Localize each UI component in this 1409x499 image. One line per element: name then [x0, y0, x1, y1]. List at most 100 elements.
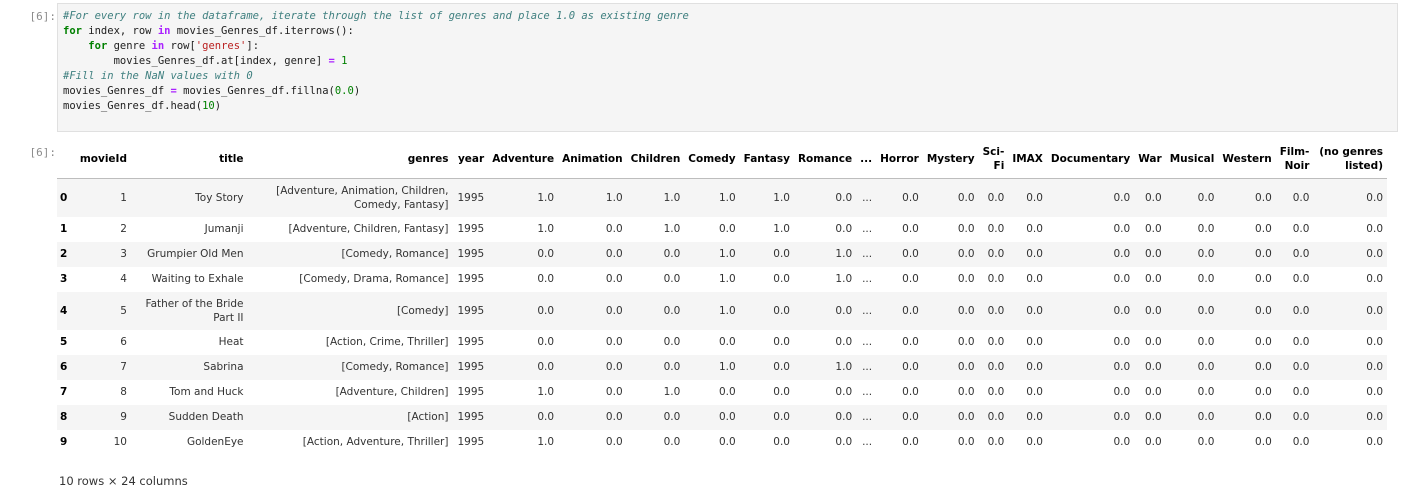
- table-cell: 0.0: [1144, 411, 1162, 423]
- table-cell: 0.0: [1144, 361, 1162, 373]
- table-cell: 0.0: [1292, 248, 1310, 260]
- table-cell: 1.0: [537, 191, 555, 204]
- table-cell: 0.0: [663, 361, 681, 373]
- row-index: 4: [60, 304, 68, 317]
- row-index: 9: [60, 436, 68, 448]
- code-line: #Fill in the NaN values with 0: [63, 70, 253, 82]
- table-cell: 0.0: [1144, 273, 1162, 285]
- table-cell: 0.0: [718, 436, 736, 448]
- table-cell: [Comedy]: [396, 304, 449, 317]
- table-cell: 0.0: [773, 336, 790, 348]
- table-cell: 0.0: [773, 386, 790, 398]
- table-cell: ...: [862, 386, 873, 398]
- table-cell: [Action, Crime, Thriller]: [325, 336, 449, 348]
- table-cell: 0.0: [605, 386, 623, 398]
- table-cell: 0.0: [1292, 304, 1310, 317]
- table-cell: 1.0: [773, 191, 790, 204]
- table-cell: 0.0: [605, 436, 623, 448]
- table-cell: 0.0: [1255, 223, 1272, 235]
- table-cell: 0.0: [1113, 191, 1131, 204]
- table-cell: 0.0: [1197, 411, 1215, 423]
- table-cell: 0.0: [663, 436, 681, 448]
- table-cell: 0.0: [957, 386, 975, 398]
- table-cell: 1995: [457, 336, 485, 348]
- table-cell: [Adventure, Children, Fantasy]: [288, 223, 449, 235]
- table-cell: 0.0: [835, 191, 853, 204]
- dataframe-output: movieId title genres year Adventure Animation…: [57, 140, 1387, 455]
- row-index: 5: [60, 336, 68, 348]
- table-cell: 0.0: [1255, 386, 1272, 398]
- table-cell: 0.0: [1197, 273, 1215, 285]
- table-cell: 0.0: [902, 411, 919, 423]
- column-header: Horror: [876, 140, 923, 179]
- table-cell: Sudden Death: [168, 411, 244, 423]
- column-header: Western: [1218, 140, 1276, 179]
- table-cell: 1.0: [605, 191, 623, 204]
- table-cell: 0.0: [957, 361, 975, 373]
- table-row: 7 8 Tom and Huck [Adventure, Children] 1995 1…: [57, 379, 1387, 405]
- table-cell: 0.0: [1255, 336, 1272, 348]
- table-cell: 0.0: [1026, 191, 1043, 204]
- table-cell: 0.0: [835, 411, 853, 423]
- table-cell: 5: [120, 304, 127, 317]
- dataframe-summary: 10 rows × 24 columns: [59, 474, 188, 488]
- table-row: 4 5 Father of the Bride Part II [Comedy] 199…: [57, 291, 1387, 330]
- table-cell: 0.0: [987, 411, 1005, 423]
- code-line: movies_Genres_df.head(10): [63, 100, 222, 112]
- code-line: for index, row in movies_Genres_df.iterr…: [63, 25, 354, 37]
- table-cell: 0.0: [537, 361, 555, 373]
- table-cell: 0.0: [1366, 411, 1383, 423]
- table-cell: 0.0: [1144, 304, 1162, 317]
- table-cell: 0.0: [1366, 304, 1383, 317]
- table-cell: 1995: [457, 411, 485, 423]
- row-index: 6: [60, 361, 68, 373]
- table-cell: Tom and Huck: [169, 386, 244, 398]
- row-index: 2: [60, 248, 68, 260]
- table-cell: 1.0: [773, 223, 790, 235]
- table-cell: ...: [862, 336, 873, 348]
- column-header: Romance: [793, 140, 857, 179]
- table-cell: 1.0: [718, 361, 736, 373]
- table-cell: 0.0: [605, 273, 623, 285]
- table-cell: 0.0: [902, 273, 919, 285]
- column-header: Mystery: [922, 140, 979, 179]
- table-cell: 2: [120, 223, 127, 235]
- table-cell: 1.0: [537, 436, 555, 448]
- table-cell: [Adventure, Animation, Children, Comedy,…: [276, 184, 449, 211]
- table-cell: ...: [862, 361, 873, 373]
- table-row: 6 7 Sabrina [Comedy, Romance] 1995 0.0 0.0 0.0 1…: [57, 354, 1387, 380]
- table-cell: 0.0: [1026, 336, 1043, 348]
- output-prompt: [6]:: [29, 146, 57, 159]
- column-header: title: [130, 140, 248, 179]
- row-index: 3: [60, 273, 68, 285]
- table-cell: 0.0: [1255, 273, 1272, 285]
- table-cell: 0.0: [1255, 436, 1272, 448]
- table-cell: ...: [862, 411, 873, 423]
- table-cell: 0.0: [987, 304, 1005, 317]
- table-cell: 0.0: [1026, 411, 1043, 423]
- table-cell: 0.0: [605, 336, 623, 348]
- column-header: Documentary: [1046, 140, 1135, 179]
- table-cell: 0.0: [663, 336, 681, 348]
- table-cell: 0.0: [1255, 191, 1272, 204]
- code-editor[interactable]: #For every row in the dataframe, iterate…: [57, 3, 1398, 132]
- table-cell: Toy Story: [195, 191, 244, 204]
- table-cell: 0.0: [773, 411, 790, 423]
- table-cell: 0.0: [1197, 191, 1215, 204]
- table-cell: 0.0: [1366, 336, 1383, 348]
- table-cell: 0.0: [537, 273, 555, 285]
- table-cell: 0.0: [1026, 248, 1043, 260]
- table-cell: 0.0: [987, 191, 1005, 204]
- table-row: 1 2 Jumanji [Adventure, Children, Fantasy] 1…: [57, 216, 1387, 242]
- table-cell: 0.0: [1144, 336, 1162, 348]
- table-cell: 0.0: [835, 336, 853, 348]
- table-cell: 0.0: [987, 273, 1005, 285]
- table-cell: 0.0: [1292, 223, 1310, 235]
- table-cell: 0.0: [1144, 248, 1162, 260]
- table-cell: 8: [120, 386, 127, 398]
- table-cell: 0.0: [957, 336, 975, 348]
- table-cell: 1.0: [718, 273, 736, 285]
- table-cell: 0.0: [663, 411, 681, 423]
- row-index: 8: [60, 411, 68, 423]
- table-cell: 0.0: [773, 436, 790, 448]
